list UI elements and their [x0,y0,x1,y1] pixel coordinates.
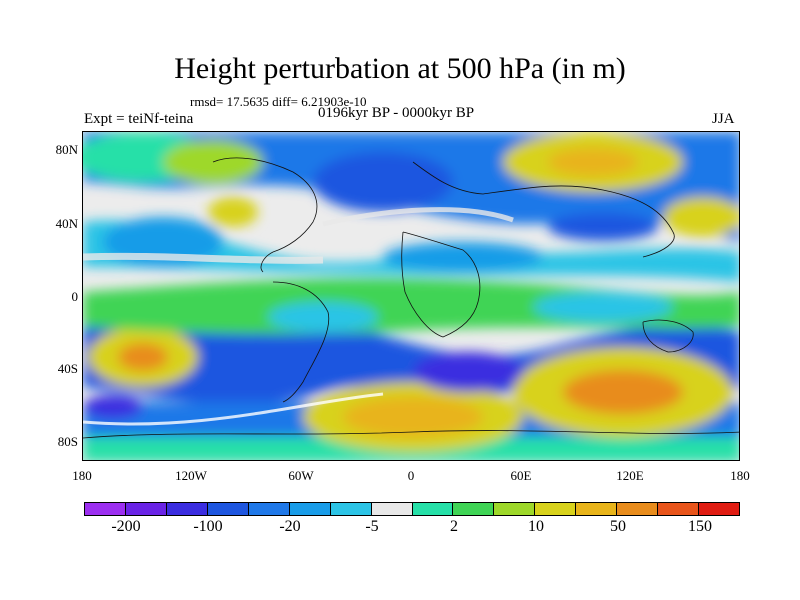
lat-label: 80N [55,142,78,157]
contour-fill [83,132,739,460]
colorbar-swatch [85,503,126,515]
colorbar-swatch [166,503,208,515]
lon-label: 180 [72,468,92,483]
colorbar-swatch [371,503,413,515]
colorbar-swatch [248,503,290,515]
stats-text: rmsd= 17.5635 diff= 6.21903e-10 [190,94,367,109]
colorbar-swatch [412,503,454,515]
colorbar-label: 2 [450,518,458,535]
map-title: Height perturbation at 500 hPa (in m) [174,52,626,85]
lat-label: 0 [71,289,79,304]
contour-map [82,131,740,461]
colorbar [84,502,740,516]
colorbar-label: -20 [279,518,301,535]
season-label: JJA [712,111,735,127]
colorbar-swatch [494,503,536,515]
colorbar-swatch [289,503,331,515]
colorbar-label: -5 [365,518,379,535]
lon-label: 0 [407,468,415,483]
colorbar-swatch [125,503,167,515]
period-label: 0196kyr BP - 0000kyr BP [318,105,475,121]
lon-label: 180 [730,468,750,483]
colorbar-label: -200 [111,518,141,535]
lon-label: 60E [510,468,532,483]
colorbar-swatch [330,503,372,515]
colorbar-label: 50 [610,518,626,535]
lat-label: 40N [55,216,78,231]
colorbar-swatch [207,503,249,515]
colorbar-label: 10 [528,518,544,535]
colorbar-swatch [658,503,700,515]
colorbar-swatch [617,503,659,515]
lat-label: 80S [57,434,78,449]
lon-label: 60W [288,468,314,483]
colorbar-swatch [699,503,739,515]
lon-label: 120E [616,468,644,483]
colorbar-label: 150 [688,518,712,535]
coastlines [83,157,739,439]
colorbar-swatch [535,503,577,515]
colorbar-swatch [576,503,618,515]
lon-label: 120W [175,468,207,483]
lat-label: 40S [57,361,78,376]
colorbar-label: -100 [193,518,223,535]
colorbar-swatch [453,503,495,515]
experiment-label: Expt = teiNf-teina [84,111,194,127]
